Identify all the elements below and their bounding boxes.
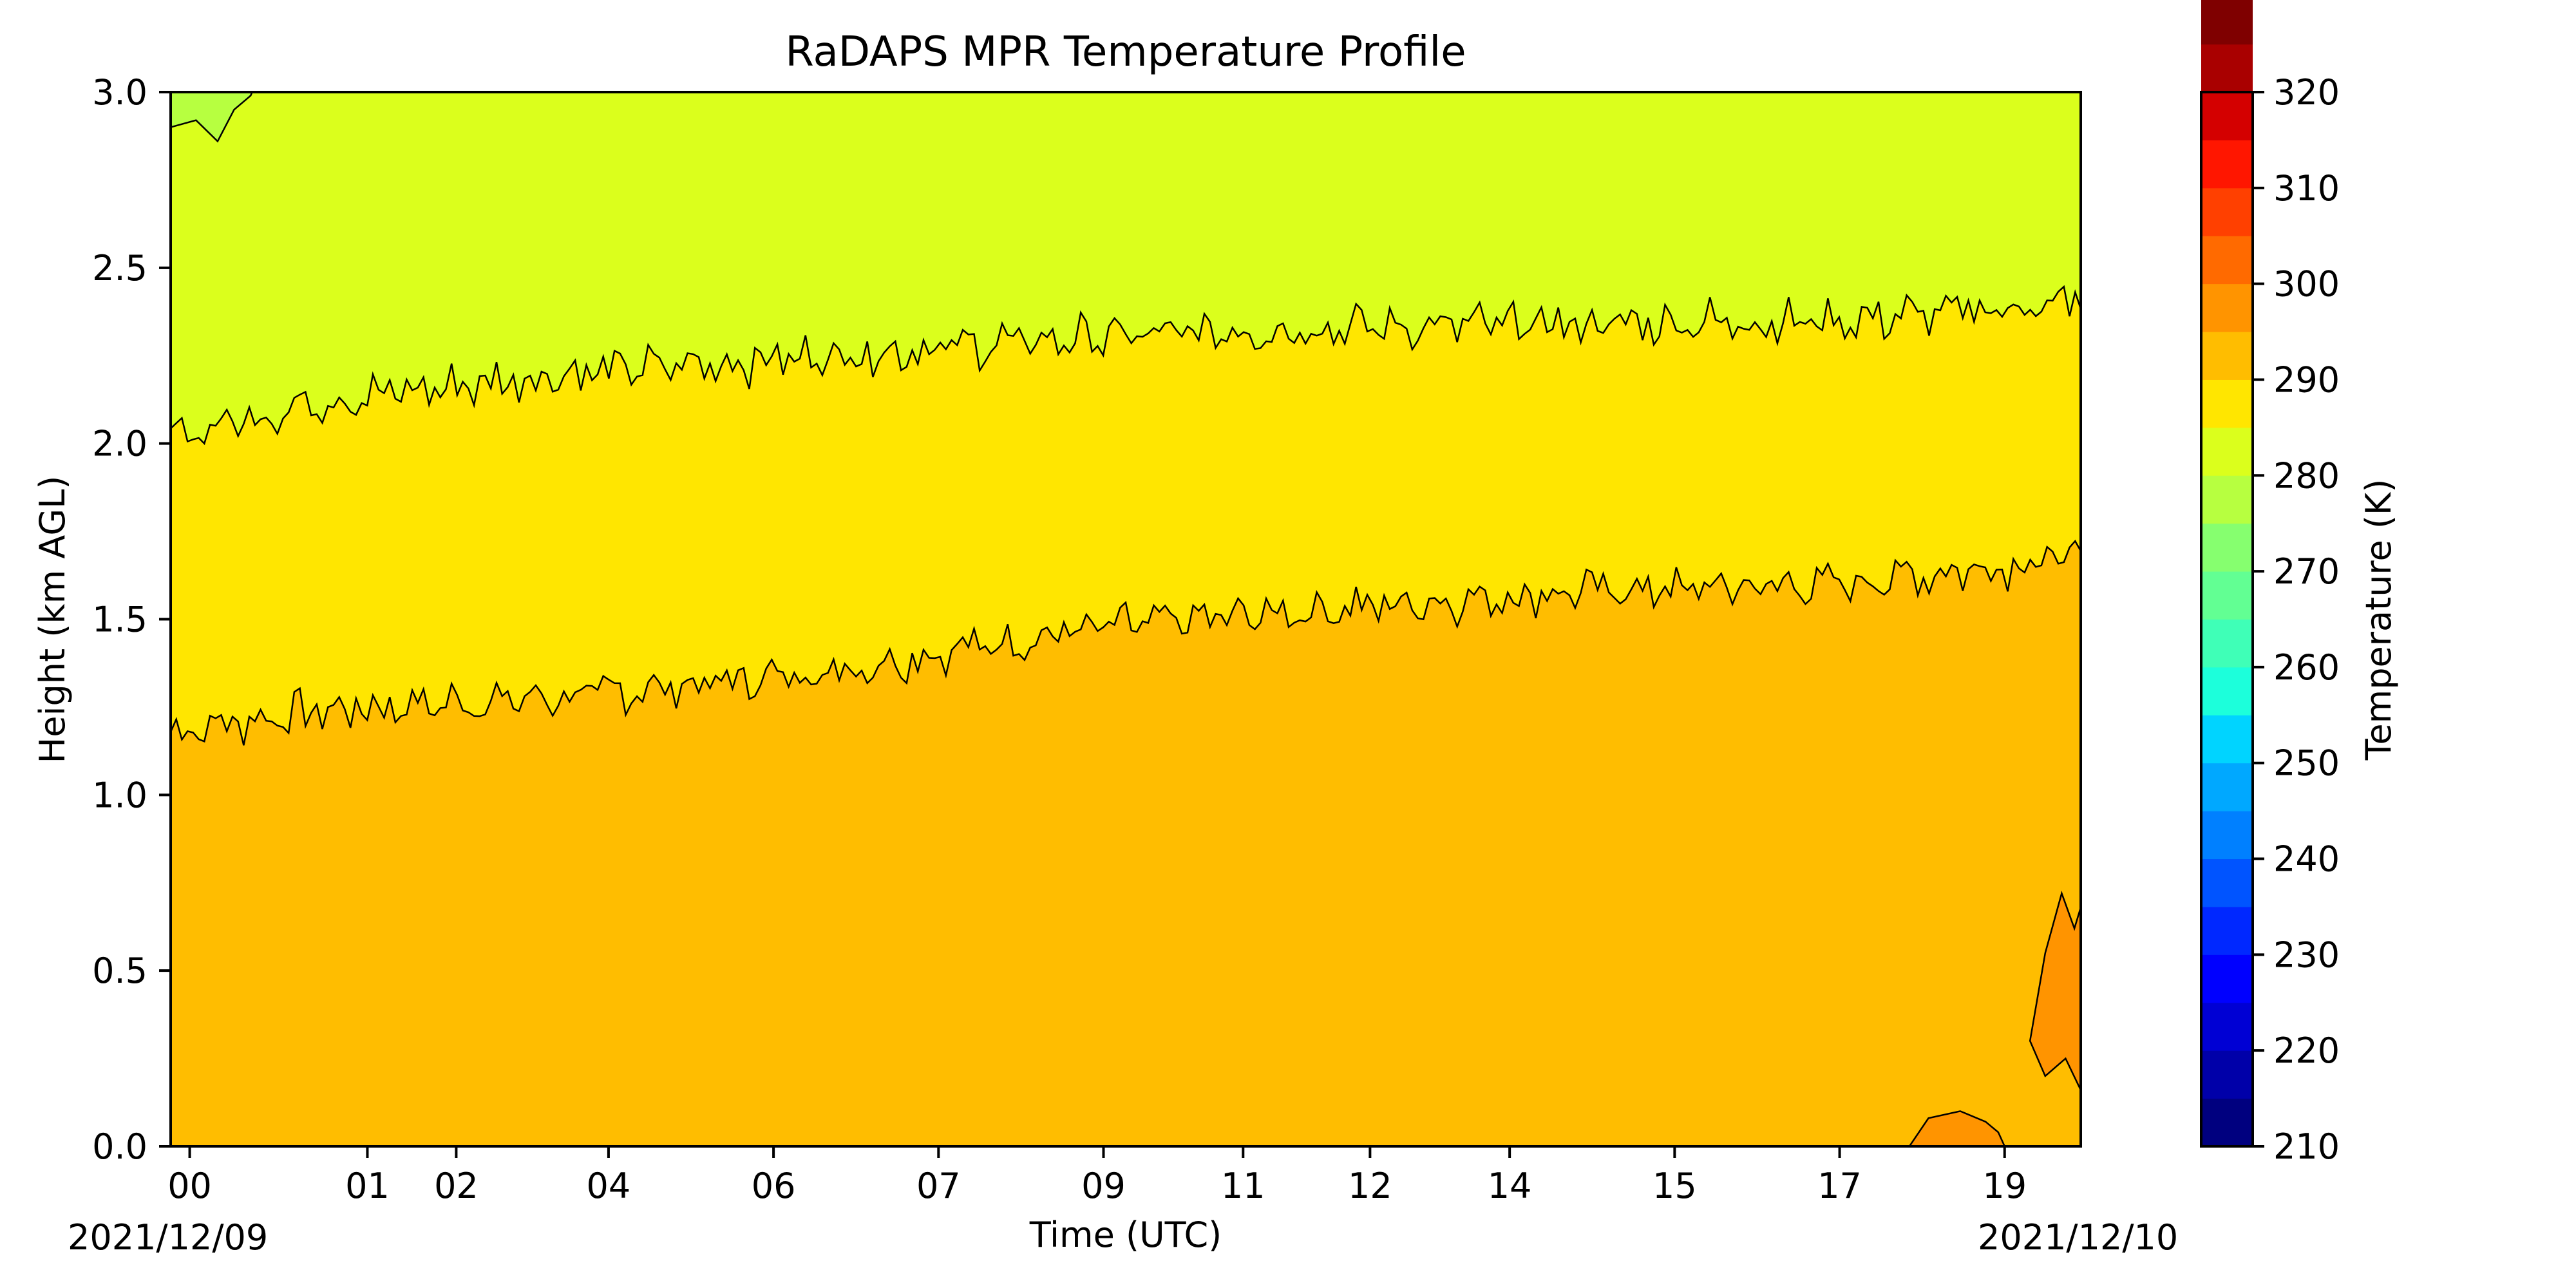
- colorbar-segment: [2201, 44, 2253, 93]
- colorbar-segment: [2201, 427, 2253, 476]
- x-axis: 00 01 02 04 06 07 09 11 12 14 15 17 19: [167, 1146, 2027, 1206]
- colorbar-segment: [2201, 332, 2253, 380]
- colorbar-segment: [2201, 715, 2253, 764]
- colorbar-segment: [2201, 1098, 2253, 1147]
- colorbar-segment: [2201, 811, 2253, 860]
- x-tick-label: 07: [916, 1166, 961, 1206]
- colorbar-segment: [2201, 667, 2253, 715]
- colorbar-tick-label: 240: [2273, 839, 2340, 880]
- colorbar-segment: [2201, 906, 2253, 955]
- colorbar-label: Temperature (K): [2358, 479, 2399, 761]
- y-tick-label: 1.0: [92, 775, 147, 815]
- fill-region-warm-pocket: [1908, 1110, 2006, 1146]
- colorbar-tick-label: 230: [2273, 934, 2340, 975]
- colorbar-segment: [2201, 858, 2253, 907]
- x-tick-label: 02: [434, 1166, 478, 1206]
- y-axis-label: Height (km AGL): [32, 476, 73, 764]
- colorbar-segment: [2201, 619, 2253, 668]
- colorbar-tick-label: 210: [2273, 1126, 2340, 1167]
- fill-region-upper-band: [171, 92, 2081, 444]
- colorbar-segment: [2201, 1002, 2253, 1051]
- y-tick-label: 0.0: [92, 1126, 147, 1167]
- colorbar-tick-label: 270: [2273, 551, 2340, 592]
- fill-region-middle-band: [171, 287, 2081, 746]
- colorbar-tick-label: 280: [2273, 455, 2340, 496]
- x-axis-label: Time (UTC): [1029, 1215, 1222, 1255]
- colorbar-segment: [2201, 236, 2253, 285]
- contour-line-upper: [171, 285, 2081, 446]
- colorbar-segment: [2201, 187, 2253, 236]
- x-tick-label: 01: [345, 1166, 390, 1206]
- colorbar-tick-label: 320: [2273, 72, 2340, 113]
- colorbar-tick-label: 290: [2273, 359, 2340, 400]
- colorbar-segment: [2201, 1050, 2253, 1099]
- x-end-date: 2021/12/10: [1978, 1217, 2178, 1258]
- x-tick-label: 00: [167, 1166, 212, 1206]
- x-tick-label: 17: [1817, 1166, 1862, 1206]
- y-axis: 0.0 0.5 1.0 1.5 2.0 2.5 3.0: [92, 72, 171, 1167]
- chart-title: RaDAPS MPR Temperature Profile: [785, 28, 1466, 76]
- colorbar-segment: [2201, 140, 2253, 189]
- colorbar-tick-label: 300: [2273, 264, 2340, 305]
- x-start-date: 2021/12/09: [68, 1217, 268, 1258]
- colorbar-tick-label: 260: [2273, 647, 2340, 688]
- contour-line-lower: [171, 539, 2081, 746]
- colorbar-segment: [2201, 92, 2253, 140]
- y-tick-label: 1.5: [92, 600, 147, 640]
- colorbar-tick-label: 250: [2273, 743, 2340, 784]
- x-tick-label: 14: [1488, 1166, 1532, 1206]
- colorbar-segment: [2201, 954, 2253, 1003]
- colorbar-tick-label: 220: [2273, 1030, 2340, 1071]
- plot-area: [171, 92, 2081, 1146]
- colorbar-tick-label: 310: [2273, 168, 2340, 209]
- colorbar-segment: [2201, 0, 2253, 45]
- colorbar-frame: [2200, 91, 2254, 1148]
- y-tick-label: 3.0: [92, 72, 147, 113]
- x-tick-label: 09: [1081, 1166, 1126, 1206]
- x-tick-label: 15: [1653, 1166, 1697, 1206]
- x-tick-label: 06: [752, 1166, 796, 1206]
- y-tick-label: 0.5: [92, 951, 147, 991]
- colorbar-segment: [2201, 571, 2253, 620]
- x-tick-label: 11: [1221, 1166, 1265, 1206]
- x-tick-label: 04: [587, 1166, 631, 1206]
- colorbar-segment: [2201, 762, 2253, 811]
- fill-region-top-left-pocket: [171, 92, 252, 142]
- colorbar-segment: [2201, 523, 2253, 572]
- fill-region-warm-pocket: [2029, 890, 2081, 1091]
- colorbar-segment: [2201, 379, 2253, 428]
- y-tick-label: 2.5: [92, 248, 147, 289]
- colorbar-segment: [2201, 283, 2253, 332]
- y-tick-label: 2.0: [92, 424, 147, 464]
- colorbar: 210 220 230 240 250 260 270 280 290 300 310 320 Tem…: [2200, 0, 2399, 1167]
- x-tick-label: 12: [1348, 1166, 1392, 1206]
- x-tick-label: 19: [1982, 1166, 2027, 1206]
- colorbar-segment: [2201, 475, 2253, 524]
